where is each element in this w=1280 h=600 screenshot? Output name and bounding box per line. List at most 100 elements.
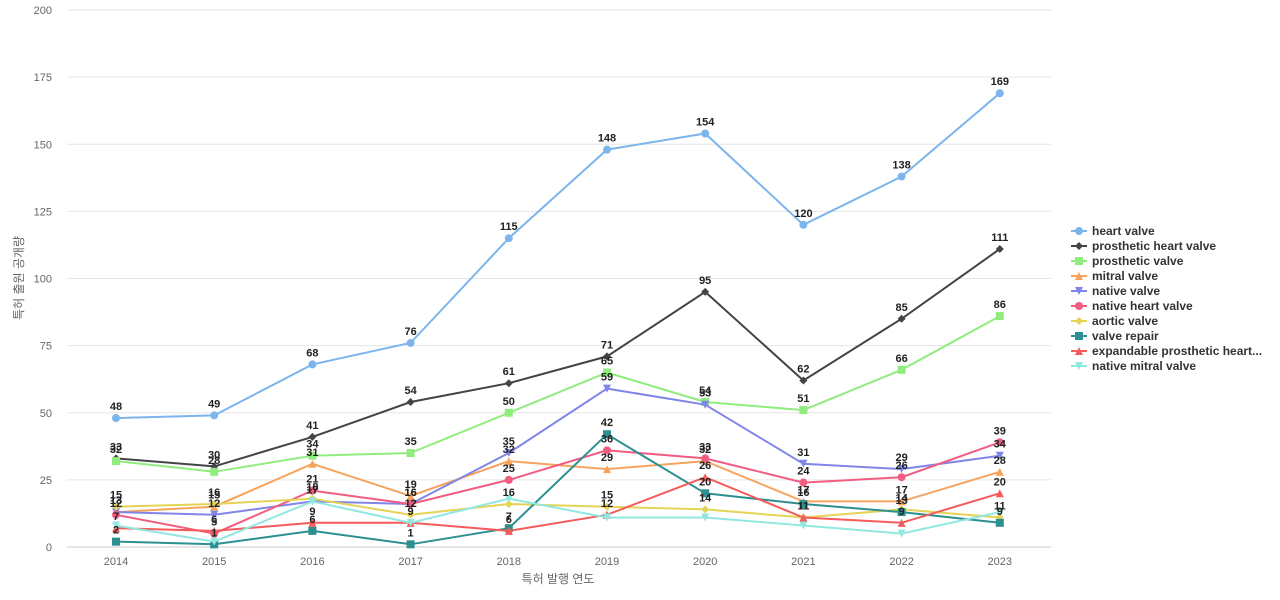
data-point — [210, 467, 219, 476]
data-label: 49 — [208, 398, 220, 410]
legend-item[interactable]: prosthetic valve — [1071, 254, 1184, 268]
data-label: 16 — [208, 487, 220, 499]
data-label: 50 — [503, 396, 515, 408]
data-point — [210, 510, 219, 519]
data-point — [897, 365, 906, 374]
legend-swatch-marker — [1075, 242, 1083, 250]
data-point — [210, 526, 219, 535]
data-point — [995, 244, 1004, 253]
legend-item[interactable]: native mitral valve — [1071, 359, 1196, 373]
data-point — [406, 510, 415, 519]
series-line — [115, 497, 1000, 519]
data-label: 6 — [506, 514, 512, 526]
legend-item[interactable]: prosthetic heart valve — [1071, 239, 1216, 253]
data-label: 20 — [994, 476, 1006, 488]
data-point — [308, 432, 317, 441]
data-point — [308, 360, 317, 369]
legend-label: heart valve — [1092, 224, 1155, 238]
data-label: 25 — [503, 463, 515, 475]
data-label: 13 — [110, 495, 122, 507]
data-point — [210, 500, 219, 509]
data-point — [897, 473, 906, 482]
data-label: 16 — [797, 487, 809, 499]
legend-item[interactable]: expandable prosthetic heart... — [1071, 344, 1262, 358]
data-point — [112, 537, 120, 546]
data-label: 111 — [991, 232, 1008, 244]
data-point — [504, 457, 513, 466]
legend-item[interactable]: native valve — [1071, 284, 1160, 298]
legend-swatch-marker — [1075, 302, 1083, 310]
data-label: 61 — [503, 366, 515, 378]
data-label: 12 — [404, 498, 416, 510]
data-label: 21 — [306, 474, 318, 486]
legend-item[interactable]: valve repair — [1071, 329, 1159, 343]
data-point — [897, 497, 906, 506]
data-label: 86 — [994, 299, 1006, 311]
data-label: 16 — [503, 487, 515, 499]
data-label: 26 — [699, 460, 711, 472]
data-label: 9 — [997, 506, 1003, 518]
data-label: 9 — [899, 506, 905, 518]
data-point — [603, 446, 611, 455]
x-tick-label: 2021 — [791, 556, 815, 568]
data-label: 31 — [306, 447, 318, 459]
y-tick-label: 50 — [40, 408, 52, 420]
data-point — [504, 234, 513, 243]
series-4 — [112, 384, 1004, 519]
y-axis-title: 특허 출원 공개량 — [12, 236, 26, 320]
data-label: 115 — [500, 221, 518, 233]
y-tick-label: 150 — [34, 139, 52, 151]
legend-swatch-marker — [1075, 272, 1083, 280]
y-axis-ticks: 0 25 50 75 100 125 150 175 200 — [34, 5, 52, 554]
data-label: 11 — [798, 500, 810, 512]
data-label: 35 — [404, 436, 416, 448]
y-tick-label: 125 — [34, 206, 52, 218]
data-point — [112, 521, 120, 530]
legend-item[interactable]: aortic valve — [1071, 314, 1158, 328]
series-layer — [112, 89, 1004, 549]
data-label: 42 — [601, 417, 613, 429]
data-point — [406, 398, 415, 407]
legend-swatch-marker — [1075, 347, 1083, 355]
data-label: 20 — [699, 476, 711, 488]
x-tick-label: 2016 — [300, 556, 324, 568]
data-label: 7 — [506, 511, 512, 523]
data-label: 95 — [699, 275, 711, 287]
data-label: 26 — [895, 460, 907, 472]
data-point — [504, 408, 513, 417]
data-label: 33 — [110, 441, 122, 453]
legend-label: expandable prosthetic heart... — [1092, 344, 1262, 358]
data-point — [897, 172, 906, 181]
data-label: 154 — [696, 117, 715, 129]
x-tick-label: 2023 — [988, 556, 1012, 568]
data-point — [701, 473, 710, 482]
data-point — [995, 438, 1004, 447]
data-point — [603, 384, 611, 393]
data-label: 17 — [895, 484, 907, 496]
legend-label: native heart valve — [1092, 299, 1193, 313]
legend-swatch-marker — [1075, 287, 1083, 295]
data-label: 148 — [598, 133, 616, 145]
data-point — [603, 502, 611, 511]
legend-item[interactable]: mitral valve — [1071, 269, 1158, 283]
data-label: 6 — [211, 514, 217, 526]
legend-item[interactable]: heart valve — [1071, 224, 1155, 238]
data-point — [799, 376, 808, 385]
data-label: 15 — [208, 490, 220, 502]
data-label: 32 — [699, 444, 711, 456]
data-label: 29 — [601, 452, 613, 464]
data-label: 30 — [208, 449, 220, 461]
data-point — [603, 430, 611, 439]
data-label: 35 — [503, 436, 515, 448]
data-point — [603, 368, 611, 377]
data-point — [406, 338, 415, 347]
data-point — [308, 459, 317, 468]
data-label: 34 — [306, 439, 319, 451]
data-point — [799, 478, 808, 487]
data-point — [799, 521, 808, 530]
data-point — [995, 451, 1004, 460]
data-point — [799, 500, 808, 509]
data-label: 7 — [113, 511, 119, 523]
legend-item[interactable]: native heart valve — [1071, 299, 1193, 313]
data-label: 36 — [601, 433, 613, 445]
